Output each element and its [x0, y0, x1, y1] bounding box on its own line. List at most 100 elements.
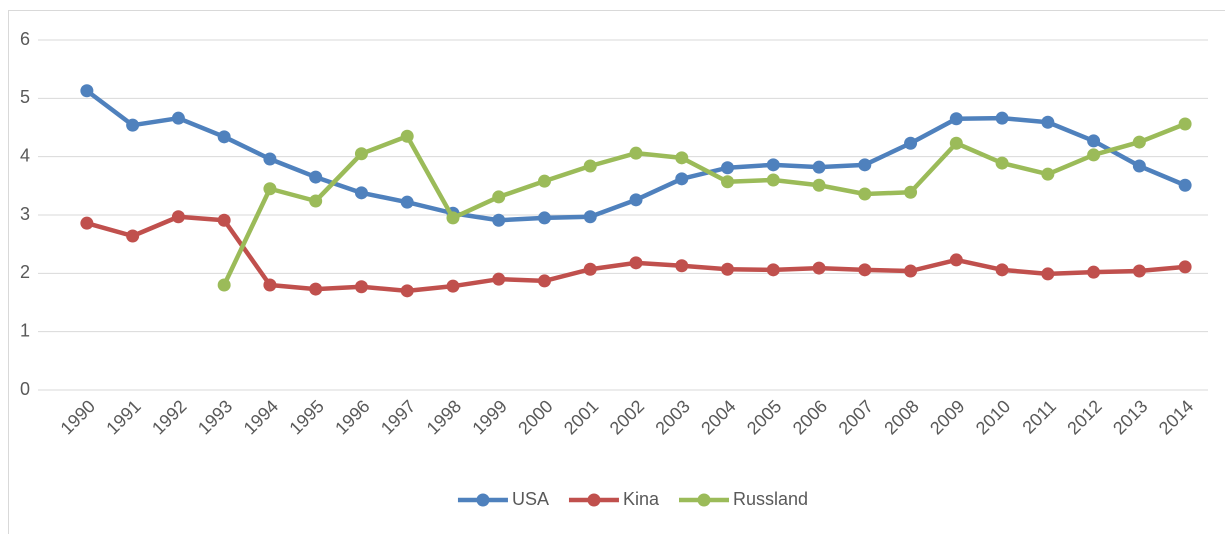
data-point — [583, 262, 597, 276]
x-tick-label: 2007 — [835, 396, 877, 438]
data-point — [858, 158, 872, 172]
data-point — [400, 195, 414, 209]
data-point — [904, 185, 918, 199]
data-point — [1132, 159, 1146, 173]
x-tick-label: 1994 — [240, 396, 282, 438]
data-point — [80, 216, 94, 230]
x-tick-label: 2003 — [651, 396, 693, 438]
x-tick-label: 2008 — [880, 396, 922, 438]
data-point — [492, 190, 506, 204]
data-point — [995, 111, 1009, 125]
x-tick-label: 2006 — [789, 396, 831, 438]
data-point — [1041, 167, 1055, 181]
x-tick-label: 2002 — [606, 396, 648, 438]
y-tick-label: 1 — [20, 320, 30, 340]
legend-swatch-marker — [587, 493, 601, 507]
legend-label: Russland — [733, 489, 808, 509]
data-point — [537, 211, 551, 225]
data-point — [263, 152, 277, 166]
data-point — [309, 170, 323, 184]
x-tick-label: 2004 — [697, 396, 739, 438]
x-tick-label: 1997 — [377, 396, 419, 438]
data-point — [354, 186, 368, 200]
data-point — [171, 210, 185, 224]
data-point — [1087, 134, 1101, 148]
data-point — [949, 136, 963, 150]
data-point — [766, 263, 780, 277]
data-point — [904, 264, 918, 278]
data-point — [629, 193, 643, 207]
x-tick-label: 2001 — [560, 396, 602, 438]
data-point — [446, 279, 460, 293]
y-tick-label: 6 — [20, 29, 30, 49]
legend-swatch-marker — [476, 493, 490, 507]
data-point — [309, 282, 323, 296]
y-tick-label: 0 — [20, 379, 30, 399]
x-tick-label: 2012 — [1063, 396, 1105, 438]
data-point — [171, 111, 185, 125]
data-point — [995, 263, 1009, 277]
x-tick-label: 1991 — [102, 396, 144, 438]
data-point — [858, 187, 872, 201]
y-tick-label: 2 — [20, 262, 30, 282]
chart-frame — [8, 10, 1225, 534]
x-tick-label: 1996 — [331, 396, 373, 438]
data-point — [675, 259, 689, 273]
data-point — [812, 178, 826, 192]
data-point — [721, 161, 735, 175]
x-tick-label: 2000 — [514, 396, 556, 438]
x-tick-label: 1992 — [148, 396, 190, 438]
data-point — [949, 112, 963, 126]
data-point — [721, 262, 735, 276]
data-point — [217, 213, 231, 227]
y-tick-label: 3 — [20, 204, 30, 224]
x-tick-label: 2013 — [1109, 396, 1151, 438]
data-point — [263, 278, 277, 292]
data-point — [263, 182, 277, 196]
data-point — [583, 159, 597, 173]
legend-label: Kina — [623, 489, 660, 509]
x-tick-label: 2011 — [1019, 396, 1061, 438]
data-point — [354, 280, 368, 294]
series-line — [222, 121, 1186, 286]
data-point — [583, 210, 597, 224]
x-tick-label: 1990 — [57, 396, 99, 438]
data-point — [446, 211, 460, 225]
data-point — [629, 146, 643, 160]
data-point — [1178, 117, 1192, 131]
data-point — [354, 147, 368, 161]
data-point — [675, 172, 689, 186]
data-point — [1041, 267, 1055, 281]
data-point — [721, 175, 735, 189]
data-point — [995, 156, 1009, 170]
data-point — [217, 278, 231, 292]
data-point — [1132, 135, 1146, 149]
data-point — [949, 253, 963, 267]
x-tick-label: 2005 — [743, 396, 785, 438]
x-tick-label: 2009 — [926, 396, 968, 438]
data-point — [1087, 148, 1101, 162]
data-point — [812, 160, 826, 174]
data-point — [492, 272, 506, 286]
legend: USA Kina Russland — [457, 489, 808, 509]
data-point — [675, 151, 689, 165]
legend-label: USA — [512, 489, 549, 509]
data-point — [537, 174, 551, 188]
data-point — [1041, 115, 1055, 129]
data-point — [1087, 265, 1101, 279]
data-point — [309, 194, 323, 208]
legend-swatch-marker — [697, 493, 711, 507]
data-point — [217, 130, 231, 144]
data-point — [400, 129, 414, 143]
x-tick-label: 1999 — [468, 396, 510, 438]
data-point — [1132, 264, 1146, 278]
x-tick-label: 1993 — [194, 396, 236, 438]
x-tick-label: 2010 — [972, 396, 1014, 438]
data-point — [400, 284, 414, 298]
data-point — [766, 173, 780, 187]
data-point — [858, 263, 872, 277]
data-point — [766, 158, 780, 172]
x-tick-label: 2014 — [1155, 396, 1197, 438]
data-point — [1178, 260, 1192, 274]
y-tick-label: 4 — [20, 145, 30, 165]
